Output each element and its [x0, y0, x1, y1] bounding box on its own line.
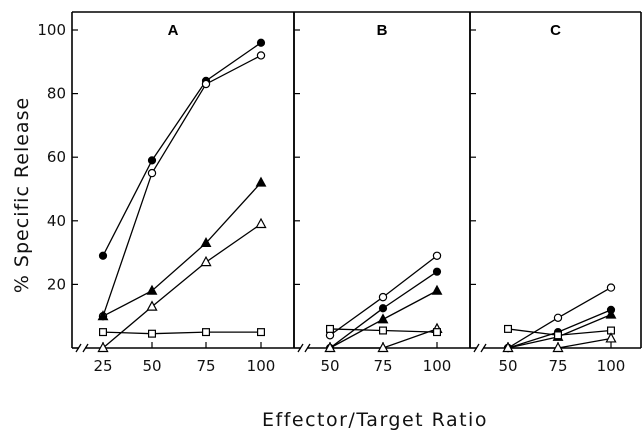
data-point-open-circle	[201, 79, 211, 89]
data-point-open-square	[202, 328, 211, 337]
data-point-filled-circle	[98, 251, 108, 260]
series-line	[102, 331, 261, 335]
data-point-filled-circle	[256, 38, 266, 47]
axis-break-mark	[297, 343, 304, 353]
panel-label: C	[550, 22, 561, 39]
data-point-open-triangle	[97, 341, 109, 353]
data-point-open-triangle	[146, 300, 158, 311]
data-point-open-square	[148, 329, 157, 338]
data-point-open-square	[379, 326, 388, 335]
x-tick-label: 100	[423, 357, 452, 375]
x-tick-label: 50	[320, 357, 339, 375]
data-point-open-square	[257, 328, 266, 337]
data-point-open-circle	[606, 283, 616, 292]
data-point-open-triangle	[552, 341, 564, 353]
data-point-open-circle	[553, 313, 563, 322]
data-point-open-triangle	[502, 341, 514, 353]
x-tick-label: 75	[373, 357, 392, 375]
y-tick-label: 80	[47, 85, 66, 103]
data-point-open-circle	[147, 168, 157, 178]
data-point-open-triangle	[377, 341, 389, 353]
series-line	[102, 42, 262, 257]
x-tick-label: 25	[93, 357, 112, 375]
data-point-open-circle	[378, 292, 388, 302]
data-point-open-square	[553, 331, 562, 340]
data-point-open-square	[326, 324, 335, 333]
data-point-filled-triangle	[377, 313, 389, 324]
y-tick-label: 60	[47, 148, 66, 166]
x-axis-label: Effector/Target Ratio	[262, 409, 488, 431]
x-tick-label: 100	[597, 357, 626, 375]
data-point-filled-circle	[147, 156, 157, 165]
panel-b: B 50 75 100	[293, 11, 471, 375]
series-line	[102, 182, 262, 317]
x-tick-label: 75	[196, 357, 215, 375]
data-point-filled-triangle	[146, 284, 158, 295]
axis-break-mark	[75, 343, 82, 353]
y-tick-label: 20	[47, 275, 66, 293]
axis-break-mark	[82, 343, 89, 353]
data-point-filled-triangle	[255, 176, 267, 187]
data-point-open-circle	[256, 51, 266, 60]
panel-c: C 50 75 100	[469, 11, 642, 375]
data-point-open-circle	[432, 251, 442, 260]
series-line	[102, 54, 262, 317]
data-point-filled-triangle	[97, 310, 109, 321]
panel-a: A 25 50 75 100 100 80 60 40 20	[37, 11, 295, 375]
data-point-open-triangle	[324, 341, 336, 353]
x-tick-label: 50	[142, 357, 161, 375]
y-axis-label: % Specific Release	[11, 97, 33, 293]
data-point-filled-triangle	[200, 237, 212, 248]
data-point-filled-triangle	[431, 284, 443, 295]
panel-label: A	[168, 22, 179, 39]
y-tick-label: 40	[47, 212, 66, 230]
data-point-open-square	[504, 324, 513, 333]
panels-group: A 25 50 75 100 100 80 60 40 20 B 50 75 100 C 50 75 100	[37, 11, 642, 375]
panel-label: B	[377, 22, 388, 39]
data-point-open-triangle	[255, 217, 267, 229]
data-point-open-triangle	[200, 255, 212, 267]
y-tick-label: 100	[37, 21, 66, 39]
axis-break-mark	[304, 343, 311, 353]
axis-break-mark	[480, 343, 487, 353]
series-line	[102, 223, 262, 349]
data-point-open-triangle	[605, 332, 617, 343]
x-tick-label: 75	[548, 357, 567, 375]
data-point-filled-circle	[378, 304, 388, 313]
axis-break-mark	[473, 343, 480, 353]
data-point-filled-circle	[432, 267, 442, 276]
data-point-open-square	[98, 328, 107, 337]
data-point-filled-triangle	[605, 308, 617, 319]
x-tick-label: 50	[498, 357, 517, 375]
x-tick-label: 100	[247, 357, 276, 375]
data-point-open-square	[433, 328, 442, 337]
